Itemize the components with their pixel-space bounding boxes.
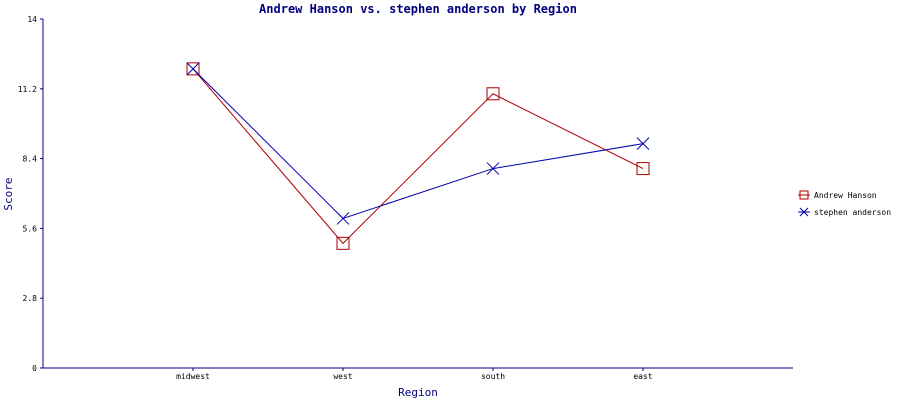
- series-1: [186, 62, 650, 225]
- legend-item: Andrew Hanson: [798, 190, 877, 200]
- series-0: [186, 62, 650, 250]
- x-tick-label: midwest: [176, 372, 210, 381]
- y-tick-label: 8.4: [23, 155, 38, 164]
- y-tick-label: 11.2: [18, 85, 37, 94]
- series-line: [192, 68, 644, 245]
- y-tick-label: 2.8: [23, 294, 38, 303]
- x-tick-label: south: [481, 372, 505, 381]
- plot-area: 0 2.8 5.6 8.4 11.2 14 midwest west south east: [18, 15, 793, 381]
- legend-item: stephen anderson: [798, 207, 891, 217]
- x-tick-label: west: [333, 372, 352, 381]
- data-point: [186, 62, 200, 76]
- y-tick-label: 14: [27, 15, 37, 24]
- legend-label: stephen anderson: [814, 208, 891, 217]
- legend: Andrew Hanson stephen anderson: [798, 190, 891, 217]
- y-tick-label: 5.6: [23, 224, 38, 233]
- y-axis-title: Score: [2, 177, 15, 210]
- data-point: [636, 137, 650, 150]
- legend-marker: [799, 207, 809, 217]
- x-axis-title: Region: [398, 386, 438, 399]
- x-tick-label: east: [633, 372, 652, 381]
- series-line: [192, 68, 644, 220]
- chart-title: Andrew Hanson vs. stephen anderson by Re…: [259, 2, 577, 16]
- legend-marker: [799, 190, 809, 200]
- data-point: [486, 162, 500, 175]
- y-tick-label: 0: [32, 364, 37, 373]
- data-point: [486, 87, 500, 101]
- data-point: [336, 212, 350, 225]
- data-point: [636, 162, 650, 176]
- data-point: [186, 62, 200, 76]
- data-point: [336, 236, 350, 250]
- legend-label: Andrew Hanson: [814, 191, 877, 200]
